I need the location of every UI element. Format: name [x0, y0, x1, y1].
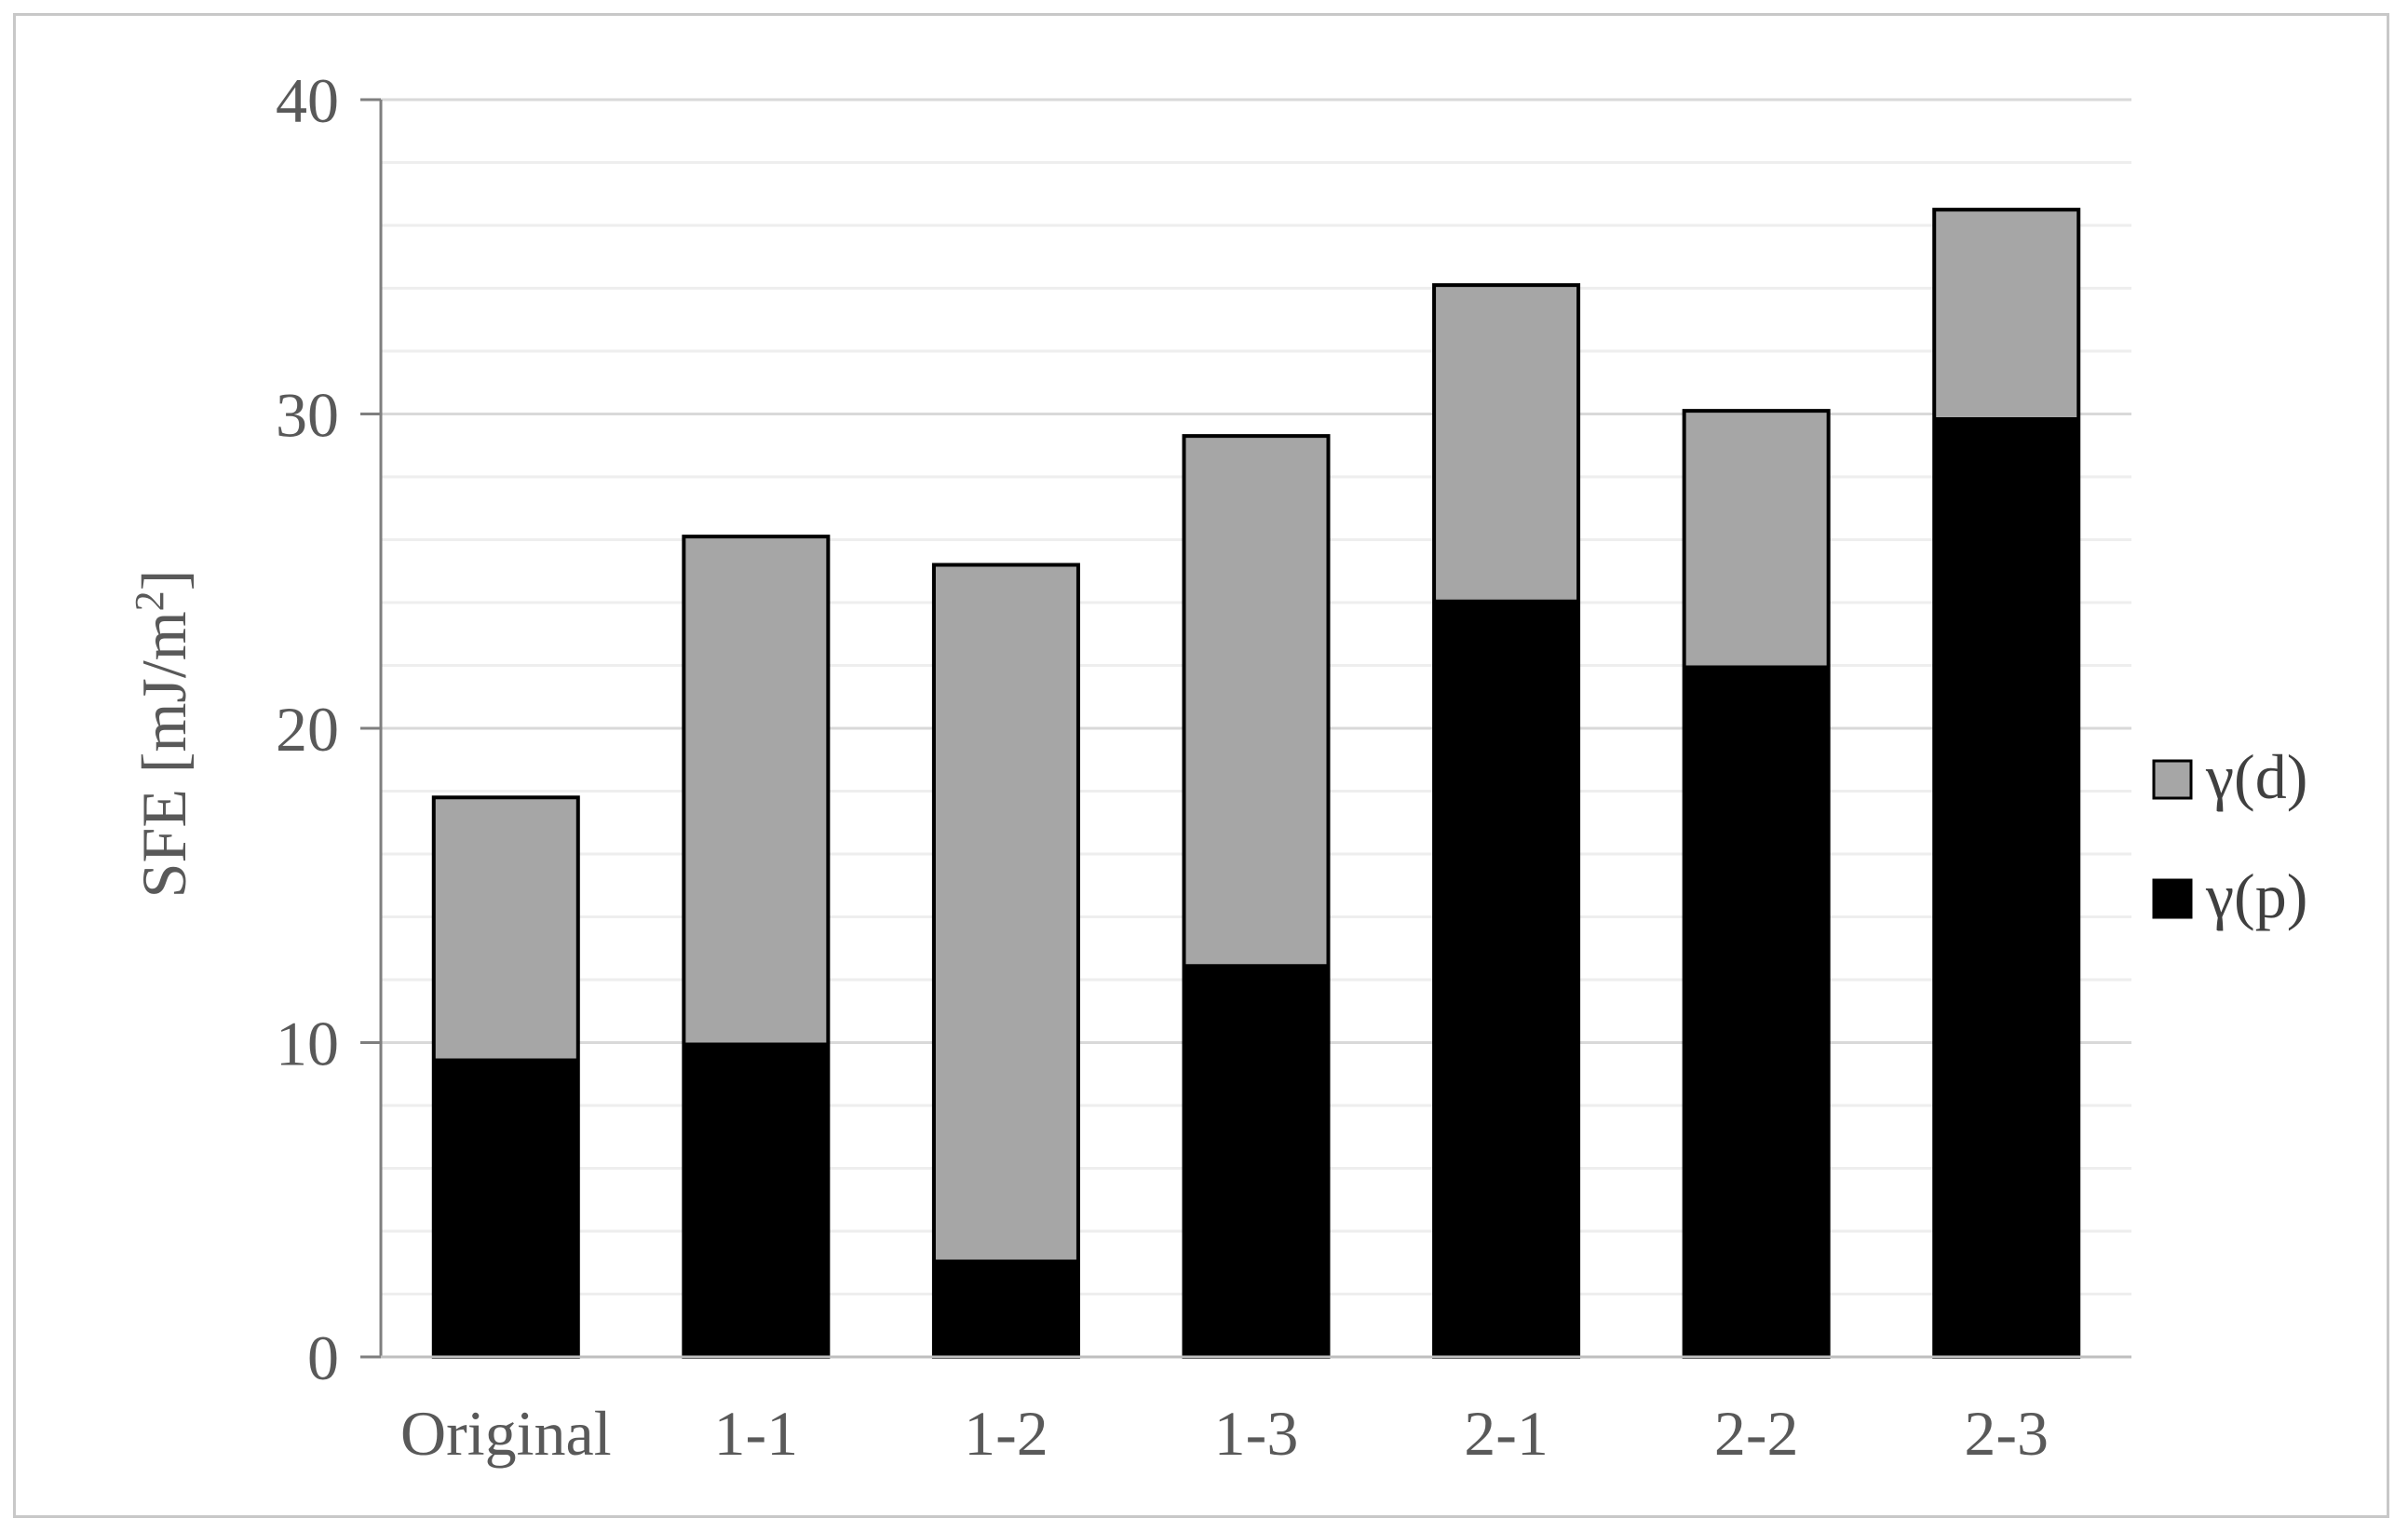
- y-axis-title: SFE [mJ/m2]: [127, 570, 200, 899]
- bar-gamma-p-2-3: [1934, 416, 2079, 1357]
- y-tick-label: 30: [276, 380, 339, 451]
- stacked-bar-chart: 0 10 20 30 40 Original 1-1 1-2 1-3 2-1 2-2 2-3 SFE …: [127, 65, 2308, 1469]
- y-axis: [360, 98, 2131, 1359]
- bars: [431, 208, 2081, 1359]
- bar-gamma-d-1-1: [683, 536, 829, 1043]
- x-tick-label: 1-3: [1214, 1398, 1299, 1469]
- bar-gamma-d-Original: [433, 797, 578, 1059]
- chart-frame: 0 10 20 30 40 Original 1-1 1-2 1-3 2-1 2-2 2-3 SFE …: [13, 13, 2389, 1518]
- bar-gamma-p-1-1: [683, 1042, 829, 1357]
- bar-gamma-d-2-2: [1684, 411, 1829, 666]
- x-tick-label: 2-2: [1714, 1398, 1799, 1469]
- y-tick-label: 40: [276, 65, 339, 136]
- legend-label: γ(d): [2205, 741, 2307, 812]
- tick-labels: 0 10 20 30 40 Original 1-1 1-2 1-3 2-1 2-2 2-3: [276, 65, 2049, 1469]
- legend-swatch: [2152, 878, 2193, 919]
- x-tick-label: Original: [400, 1398, 612, 1469]
- bar-gamma-d-1-2: [933, 564, 1078, 1260]
- bar-gamma-p-2-1: [1434, 599, 1579, 1357]
- x-tick-label: 1-1: [714, 1398, 799, 1469]
- bar-gamma-d-2-3: [1934, 210, 2079, 417]
- y-axis-title-end: ]: [129, 570, 199, 591]
- bar-gamma-p-2-2: [1684, 665, 1829, 1357]
- legend-swatch: [2152, 759, 2193, 800]
- x-tick-label: 2-3: [1964, 1398, 2049, 1469]
- bar-gamma-p-Original: [433, 1058, 578, 1357]
- bar-gamma-p-1-2: [933, 1259, 1078, 1357]
- bar-gamma-d-1-3: [1184, 436, 1329, 965]
- y-axis-title-main: SFE [mJ/m: [129, 611, 199, 898]
- legend-label: γ(p): [2205, 861, 2307, 931]
- x-tick-label: 1-2: [964, 1398, 1048, 1469]
- y-axis-title-sup: 2: [127, 590, 172, 611]
- y-tick-label: 10: [276, 1009, 339, 1079]
- legend: γ(d) γ(p): [2152, 741, 2307, 931]
- bar-gamma-p-1-3: [1184, 964, 1329, 1357]
- bar-gamma-d-2-1: [1434, 285, 1579, 600]
- y-tick-label: 0: [307, 1322, 339, 1393]
- x-tick-label: 2-1: [1464, 1398, 1549, 1469]
- y-tick-label: 20: [276, 694, 339, 765]
